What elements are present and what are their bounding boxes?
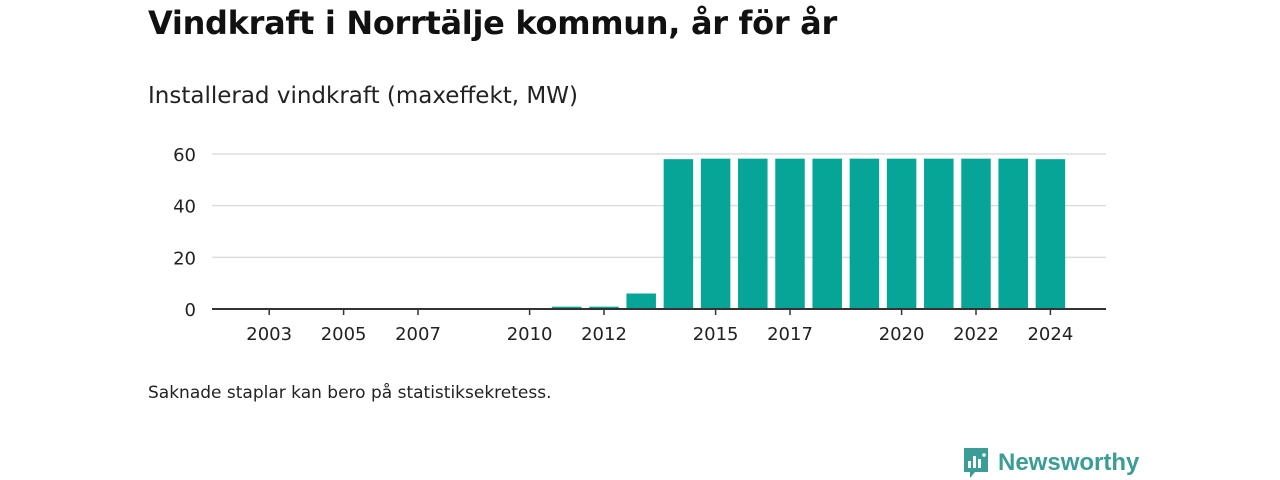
x-tick-label: 2012 bbox=[581, 324, 627, 345]
bar-chart: 0 20 40 60 2003 2005 2007 2010 2012 2015 2017 2020… bbox=[173, 145, 1106, 345]
x-tick-label: 2010 bbox=[507, 324, 553, 345]
bar-2020 bbox=[886, 158, 917, 309]
footnote: Saknade staplar kan bero på statistiksek… bbox=[148, 383, 552, 403]
x-tick-label: 2017 bbox=[767, 324, 813, 345]
bar-2016 bbox=[738, 158, 768, 309]
bar-2013 bbox=[626, 293, 656, 309]
x-tick-label: 2003 bbox=[246, 324, 292, 345]
x-axis-ticks: 2003 2005 2007 2010 2012 2015 2017 2020 2022 2024 bbox=[246, 309, 1073, 345]
bar-2014 bbox=[663, 159, 694, 309]
y-tick-label: 60 bbox=[173, 145, 196, 166]
x-tick-label: 2015 bbox=[693, 324, 739, 345]
x-tick-label: 2005 bbox=[321, 324, 367, 345]
bar-2023 bbox=[998, 158, 1028, 309]
x-tick-label: 2007 bbox=[395, 324, 441, 345]
bar-2019 bbox=[849, 158, 880, 309]
brand-name: Newsworthy bbox=[998, 449, 1140, 476]
x-tick-label: 2022 bbox=[953, 324, 999, 345]
gridlines bbox=[212, 153, 1106, 259]
bar-2018 bbox=[812, 158, 842, 309]
bar-2017 bbox=[775, 158, 805, 309]
bar-2024 bbox=[1035, 159, 1066, 309]
newsworthy-brand: Newsworthy bbox=[962, 446, 1139, 480]
chart-subtitle: Installerad vindkraft (maxeffekt, MW) bbox=[148, 83, 578, 109]
bar-2011 bbox=[552, 306, 582, 309]
bar-2021 bbox=[924, 158, 954, 309]
x-tick-label: 2024 bbox=[1027, 324, 1073, 345]
chart-title: Vindkraft i Norrtälje kommun, år för år bbox=[148, 4, 837, 42]
y-axis-ticks: 0 20 40 60 bbox=[173, 145, 196, 321]
newsworthy-logo-icon bbox=[964, 448, 988, 478]
x-tick-label: 2020 bbox=[879, 324, 925, 345]
bar-2012 bbox=[589, 306, 619, 309]
bars bbox=[552, 158, 1066, 309]
bar-2015 bbox=[700, 158, 731, 309]
y-tick-label: 0 bbox=[185, 300, 196, 321]
y-tick-label: 40 bbox=[173, 197, 196, 218]
bar-2022 bbox=[961, 158, 991, 309]
y-tick-label: 20 bbox=[173, 248, 196, 269]
